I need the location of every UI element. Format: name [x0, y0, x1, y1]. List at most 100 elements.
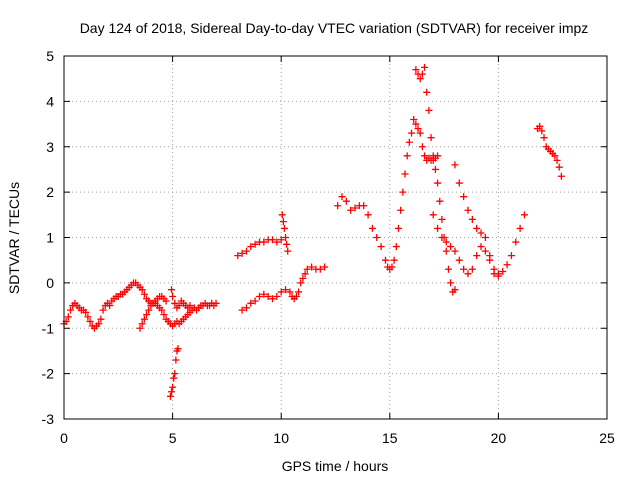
- data-point: [145, 306, 153, 314]
- data-point: [247, 243, 255, 251]
- data-point: [410, 116, 418, 124]
- data-point: [412, 120, 420, 128]
- data-point: [347, 206, 355, 214]
- data-point: [421, 152, 429, 160]
- data-point: [238, 249, 246, 257]
- data-point: [553, 156, 561, 164]
- data-point: [442, 247, 450, 255]
- data-point: [401, 170, 409, 178]
- data-point: [175, 302, 183, 310]
- data-point: [158, 306, 166, 314]
- data-point: [334, 202, 342, 210]
- data-point: [414, 125, 422, 133]
- data-point: [64, 313, 72, 321]
- data-point: [166, 392, 174, 400]
- data-point: [264, 292, 272, 300]
- y-tick-label: -3: [42, 411, 55, 427]
- data-point: [427, 134, 435, 142]
- data-point: [418, 70, 426, 78]
- data-point: [251, 297, 259, 305]
- data-point: [490, 270, 498, 278]
- data-point: [377, 243, 385, 251]
- data-point: [477, 229, 485, 237]
- data-point: [321, 263, 329, 271]
- x-tick-label: 20: [491, 430, 507, 446]
- data-point: [316, 265, 324, 273]
- y-tick-label: 0: [46, 275, 54, 291]
- data-point: [460, 193, 468, 201]
- data-point: [397, 206, 405, 214]
- data-point: [451, 161, 459, 169]
- y-tick-label: -1: [42, 320, 55, 336]
- data-point: [212, 299, 220, 307]
- y-axis-ticks: -3 -2 -1 0 1 2 3 4 5: [42, 48, 607, 427]
- data-point: [477, 243, 485, 251]
- data-point: [255, 292, 263, 300]
- data-point: [106, 302, 114, 310]
- data-point: [140, 290, 148, 298]
- data-point: [292, 292, 300, 300]
- data-point: [251, 240, 259, 248]
- data-point: [512, 238, 520, 246]
- data-point: [434, 179, 442, 187]
- data-point: [143, 311, 151, 319]
- data-point: [557, 172, 565, 180]
- data-point: [403, 152, 411, 160]
- data-point: [295, 288, 303, 296]
- data-point: [282, 234, 290, 241]
- data-point: [555, 163, 563, 171]
- y-tick-label: 5: [46, 48, 54, 64]
- data-point: [171, 370, 179, 378]
- data-points: [60, 63, 565, 400]
- data-point: [234, 252, 242, 260]
- data-point: [277, 236, 285, 244]
- data-point: [416, 129, 424, 137]
- data-point: [429, 211, 437, 219]
- data-point: [278, 211, 286, 219]
- plot-frame: [63, 55, 608, 420]
- data-point: [429, 152, 437, 160]
- data-point: [481, 234, 489, 241]
- data-point: [286, 288, 294, 296]
- data-point: [283, 240, 291, 248]
- data-point: [360, 202, 368, 210]
- data-point: [138, 320, 146, 328]
- data-point: [82, 308, 90, 316]
- data-point: [260, 290, 268, 298]
- y-tick-label: -2: [42, 366, 55, 382]
- data-point: [438, 215, 446, 223]
- data-point: [494, 272, 502, 280]
- data-point: [174, 345, 182, 353]
- data-point: [455, 179, 463, 187]
- data-point: [394, 224, 402, 232]
- data-point: [388, 263, 396, 271]
- data-point: [86, 317, 94, 325]
- data-point: [279, 218, 287, 226]
- x-tick-label: 10: [273, 430, 289, 446]
- data-point: [169, 292, 177, 300]
- data-point: [551, 152, 559, 160]
- data-point: [412, 66, 420, 74]
- data-point: [425, 106, 433, 114]
- data-point: [416, 75, 424, 83]
- data-point: [170, 374, 178, 382]
- data-point: [299, 274, 307, 282]
- x-tick-label: 5: [169, 430, 177, 446]
- data-point: [503, 261, 511, 269]
- y-tick-label: 1: [46, 230, 54, 246]
- data-point: [438, 234, 446, 241]
- data-point: [418, 143, 426, 151]
- data-point: [136, 324, 144, 332]
- data-point: [520, 211, 528, 219]
- data-point: [242, 247, 250, 255]
- data-point: [84, 313, 92, 321]
- data-point: [540, 134, 548, 142]
- x-axis-label: GPS time / hours: [282, 458, 389, 474]
- data-point: [99, 306, 107, 314]
- data-point: [451, 247, 459, 255]
- data-point: [464, 270, 472, 278]
- x-tick-label: 0: [60, 430, 68, 446]
- data-point: [242, 304, 250, 312]
- data-point: [536, 122, 544, 130]
- data-point: [171, 299, 179, 307]
